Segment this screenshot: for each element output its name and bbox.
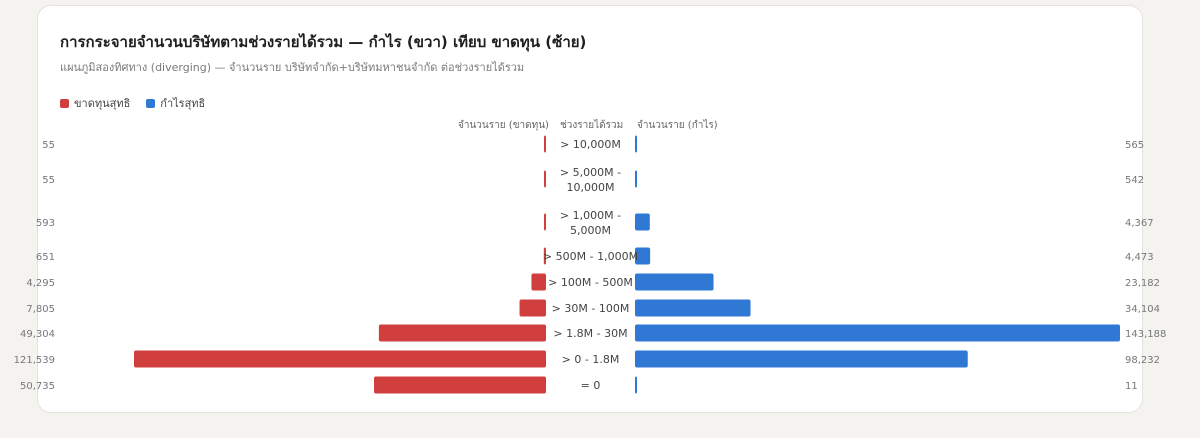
bar-loss-3[interactable]: [543, 247, 546, 265]
bar-profit-3[interactable]: [635, 247, 651, 265]
legend: ขาดทุนสุทธิ กำไรสุทธิ: [60, 94, 205, 112]
bar-loss-8[interactable]: [374, 376, 546, 394]
value-label-loss-6: 49,304: [20, 329, 55, 340]
bar-profit-0[interactable]: [635, 135, 637, 153]
value-label-profit-4: 23,182: [1125, 278, 1160, 289]
bar-loss-0[interactable]: [544, 135, 546, 153]
category-label-line: > 0 - 1.8M: [562, 353, 620, 366]
bar-profit-8[interactable]: [635, 376, 637, 394]
legend-label-loss: ขาดทุนสุทธิ: [74, 97, 131, 110]
category-label-0: > 10,000M: [560, 138, 621, 151]
value-label-loss-7: 121,539: [14, 355, 55, 366]
value-label-loss-1: 55: [42, 175, 55, 186]
chart-title: การกระจายจำนวนบริษัทตามช่วงรายได้รวม — ก…: [60, 33, 587, 51]
category-label-4: > 100M - 500M: [548, 276, 633, 289]
category-label-line: 10,000M: [567, 181, 615, 194]
category-label-line: > 10,000M: [560, 138, 621, 151]
category-label-line: 5,000M: [570, 224, 611, 237]
legend-label-profit: กำไรสุทธิ: [160, 97, 206, 110]
bar-loss-6[interactable]: [378, 324, 546, 342]
category-label-2: > 1,000M - 5,000M: [560, 209, 621, 237]
bar-loss-2[interactable]: [543, 213, 546, 231]
legend-item-loss[interactable]: ขาดทุนสุทธิ: [60, 94, 130, 112]
bar-profit-6[interactable]: [635, 324, 1120, 342]
category-label-line: > 500M - 1,000M: [543, 250, 638, 263]
category-label-line: > 30M - 100M: [552, 302, 630, 315]
value-label-profit-6: 143,188: [1125, 329, 1166, 340]
category-label-line: > 100M - 500M: [548, 276, 633, 289]
bar-profit-5[interactable]: [635, 299, 751, 317]
category-label-3: > 500M - 1,000M: [543, 250, 638, 263]
value-label-loss-2: 593: [36, 218, 55, 229]
value-label-profit-2: 4,367: [1125, 218, 1154, 229]
legend-item-profit[interactable]: กำไรสุทธิ: [146, 94, 205, 112]
bar-profit-2[interactable]: [635, 213, 650, 231]
bar-loss-7[interactable]: [134, 350, 546, 368]
chart-card: [37, 5, 1143, 413]
category-label-5: > 30M - 100M: [552, 302, 630, 315]
bar-profit-7[interactable]: [635, 350, 968, 368]
value-label-profit-0: 565: [1125, 140, 1144, 151]
bar-loss-4[interactable]: [531, 273, 546, 291]
chart-subtitle: แผนภูมิสองทิศทาง (diverging) — จำนวนราย …: [60, 61, 525, 74]
value-label-profit-3: 4,473: [1125, 252, 1154, 263]
column-header-loss: จำนวนราย (ขาดทุน): [458, 120, 549, 131]
value-label-loss-0: 55: [42, 140, 55, 151]
value-label-loss-5: 7,805: [26, 304, 55, 315]
legend-swatch-profit: [146, 98, 156, 108]
bar-loss-1[interactable]: [544, 170, 546, 188]
column-header-range: ช่วงรายได้รวม: [560, 120, 624, 131]
category-label-line: > 1,000M -: [560, 209, 621, 222]
value-label-profit-1: 542: [1125, 175, 1144, 186]
value-label-profit-7: 98,232: [1125, 355, 1160, 366]
bar-loss-5[interactable]: [519, 299, 546, 317]
column-header-profit: จำนวนราย (กำไร): [637, 120, 718, 131]
value-label-loss-4: 4,295: [26, 278, 55, 289]
category-label-8: = 0: [581, 379, 601, 392]
category-label-line: = 0: [581, 379, 601, 392]
value-label-profit-8: 11: [1125, 381, 1138, 392]
bar-profit-4[interactable]: [635, 273, 714, 291]
category-label-7: > 0 - 1.8M: [562, 353, 620, 366]
value-label-profit-5: 34,104: [1125, 304, 1160, 315]
value-label-loss-8: 50,735: [20, 381, 55, 392]
legend-swatch-loss: [60, 98, 69, 108]
category-label-line: > 5,000M -: [560, 166, 621, 179]
value-label-loss-3: 651: [36, 252, 55, 263]
category-label-line: > 1.8M - 30M: [553, 327, 627, 340]
category-label-6: > 1.8M - 30M: [553, 327, 627, 340]
category-label-1: > 5,000M - 10,000M: [560, 166, 621, 194]
bar-profit-1[interactable]: [635, 170, 637, 188]
